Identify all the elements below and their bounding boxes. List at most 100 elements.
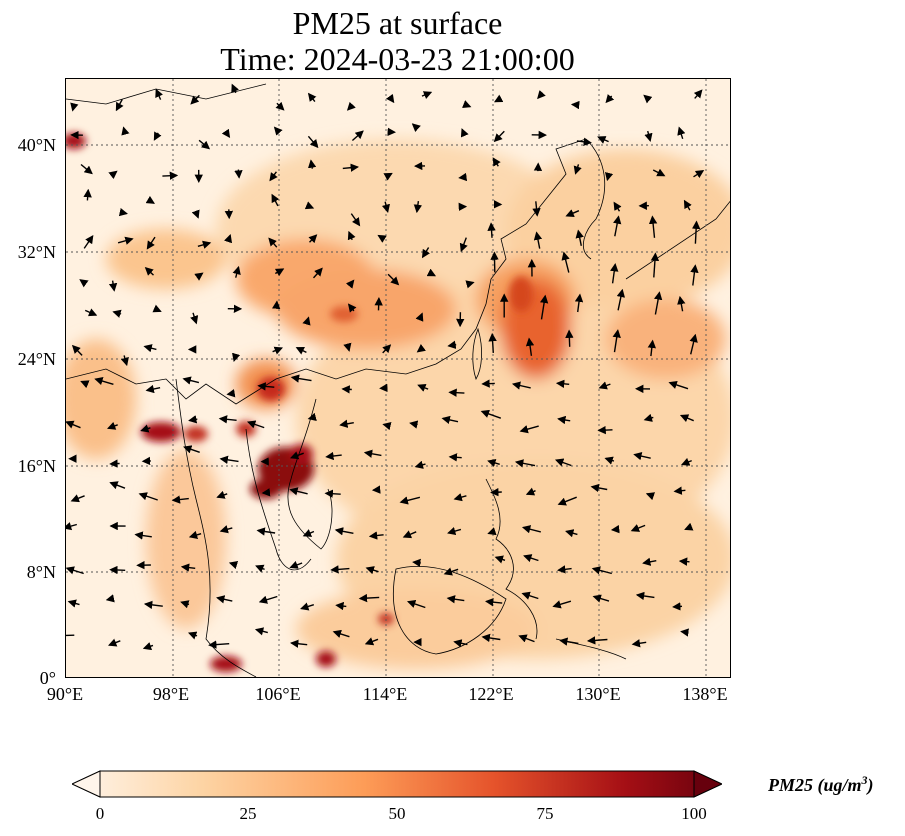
wind-arrow	[107, 638, 121, 647]
map-plot-area[interactable]	[65, 78, 731, 678]
wind-arrow	[586, 636, 608, 645]
wind-arrow	[652, 168, 666, 177]
wind-arrow	[120, 355, 129, 367]
colorbar	[72, 770, 722, 798]
wind-arrow	[109, 565, 126, 575]
wind-arrow	[413, 201, 423, 214]
wind-arrow	[307, 159, 317, 169]
wind-arrow	[613, 201, 622, 212]
wind-arrow	[112, 309, 122, 318]
wind-arrow	[190, 312, 199, 325]
wind-arrow	[153, 131, 162, 141]
colorbar-tick-100: 100	[681, 804, 707, 823]
wind-arrow	[66, 420, 81, 429]
wind-arrow	[487, 527, 497, 536]
wind-arrow	[219, 455, 239, 464]
wind-arrow	[597, 136, 609, 144]
wind-arrow	[334, 527, 354, 536]
wind-arrow	[648, 215, 658, 238]
wind-arrow	[421, 247, 430, 259]
wind-arrow	[261, 488, 271, 497]
lat-label-32n: 32°N	[17, 242, 56, 262]
wind-arrow	[598, 381, 611, 390]
wind-arrow	[443, 567, 459, 576]
wind-arrow	[70, 494, 85, 503]
wind-arrow	[672, 602, 683, 611]
wind-arrow	[382, 422, 392, 431]
wind-arrow	[414, 460, 426, 469]
wind-arrow	[345, 279, 355, 289]
lat-label-24n: 24°N	[17, 349, 56, 369]
wind-arrow	[66, 522, 77, 531]
wind-arrow	[537, 90, 546, 100]
wind-arrow	[386, 93, 395, 104]
wind-arrow	[381, 201, 390, 213]
wind-arrow	[290, 374, 312, 383]
wind-arrow	[668, 380, 689, 390]
lat-label-0: 0°	[39, 668, 56, 688]
wind-arrow	[557, 496, 577, 506]
wind-arrow	[224, 233, 233, 244]
wind-arrow	[565, 329, 574, 347]
lon-label-130e: 130°E	[575, 684, 621, 704]
wind-arrow	[645, 492, 656, 501]
wind-arrow	[197, 240, 212, 249]
wind-arrow	[269, 171, 278, 182]
wind-arrow	[683, 199, 692, 211]
wind-arrow	[254, 627, 268, 636]
wind-arrow	[134, 531, 152, 540]
wind-arrow	[145, 195, 156, 204]
wind-arrow	[289, 560, 303, 569]
wind-arrow	[441, 415, 459, 424]
wind-arrow	[519, 425, 539, 434]
wind-arrow	[302, 316, 311, 326]
colorbar-tick-25: 25	[239, 804, 257, 823]
wind-arrow	[194, 272, 204, 281]
wind-arrow	[268, 237, 278, 248]
wind-arrow	[312, 267, 323, 279]
wind-arrow	[650, 252, 660, 278]
wind-arrow	[590, 483, 608, 493]
wind-arrow	[109, 481, 126, 490]
wind-arrow	[182, 376, 200, 385]
wind-arrow	[459, 237, 468, 253]
wind-arrow	[412, 558, 421, 568]
wind-arrow	[330, 565, 350, 574]
wind-arrow	[108, 170, 118, 180]
wind-arrow	[271, 193, 280, 207]
wind-arrow	[289, 451, 304, 460]
wind-arrow	[155, 88, 163, 100]
wind-arrow	[84, 308, 98, 317]
wind-arrow	[565, 529, 578, 538]
wind-arrow	[647, 339, 656, 357]
wind-arrow	[371, 485, 381, 494]
wind-arrow	[576, 137, 592, 146]
lon-label-122e: 122°E	[468, 684, 514, 704]
wind-arrow	[616, 288, 625, 311]
wind-arrow	[307, 92, 317, 103]
wind-arrow	[300, 602, 315, 611]
wind-arrow	[221, 128, 231, 139]
wind-arrow	[573, 164, 582, 175]
wind-arrow	[180, 563, 196, 572]
wind-arrow	[532, 201, 541, 217]
wind-arrow	[680, 628, 689, 637]
wind-arrow	[402, 530, 417, 539]
wind-arrow	[80, 380, 90, 389]
wind-arrow	[198, 139, 211, 150]
wind-arrow	[673, 486, 686, 495]
wind-arrow	[143, 344, 157, 353]
wind-arrow	[679, 414, 694, 423]
wind-arrow	[488, 332, 497, 353]
wind-arrow	[272, 346, 283, 355]
wind-arrow	[487, 458, 500, 468]
wind-arrow	[446, 595, 465, 604]
lon-label-106e: 106°E	[255, 684, 301, 704]
wind-arrow	[490, 487, 502, 497]
colorbar-tick-75: 75	[536, 804, 554, 823]
wind-arrow	[289, 487, 308, 496]
wind-arrow	[610, 524, 620, 534]
wind-arrow	[71, 344, 83, 356]
wind-arrow	[83, 234, 94, 249]
wind-arrow	[559, 637, 579, 646]
